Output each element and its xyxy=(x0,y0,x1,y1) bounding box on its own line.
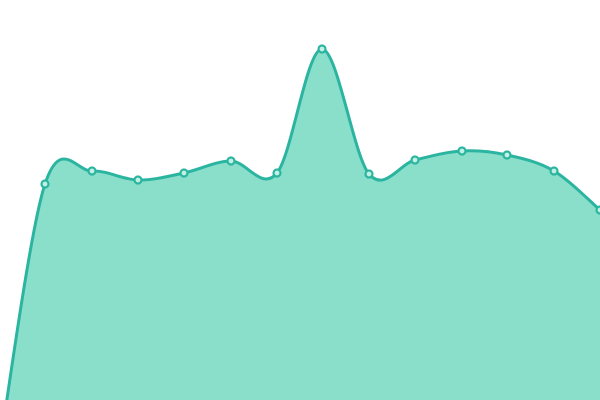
data-point-marker xyxy=(410,155,420,165)
data-point-marker xyxy=(317,44,327,54)
area-fill xyxy=(6,48,600,400)
data-point-marker xyxy=(502,150,512,160)
area-line xyxy=(5,47,600,400)
data-point-marker xyxy=(179,168,189,178)
data-point-marker xyxy=(364,169,374,179)
data-point-marker xyxy=(457,146,467,156)
data-point-marker xyxy=(595,205,600,215)
data-point-marker xyxy=(272,168,282,178)
data-point-marker xyxy=(133,175,143,185)
data-point-marker xyxy=(87,166,97,176)
data-point-marker xyxy=(40,179,50,189)
data-point-marker xyxy=(549,166,559,176)
data-point-marker xyxy=(226,156,236,166)
